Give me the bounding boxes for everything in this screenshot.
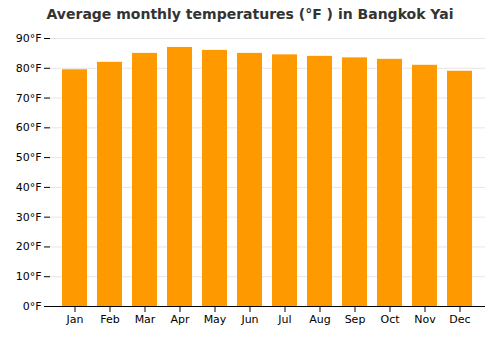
svg-text:10°F: 10°F bbox=[16, 270, 42, 283]
svg-text:0°F: 0°F bbox=[23, 300, 42, 313]
svg-text:Jan: Jan bbox=[66, 313, 84, 326]
svg-text:Aug: Aug bbox=[309, 313, 330, 326]
svg-text:90°F: 90°F bbox=[16, 32, 42, 45]
svg-text:Oct: Oct bbox=[380, 313, 400, 326]
svg-text:50°F: 50°F bbox=[16, 151, 42, 164]
svg-text:Nov: Nov bbox=[414, 313, 436, 326]
html-text:Average monthly temperatures (: Average monthly temperatures (°F ) in Ba… bbox=[46, 6, 454, 22]
svg-text:Mar: Mar bbox=[135, 313, 156, 326]
svg-text:80°F: 80°F bbox=[16, 62, 42, 75]
svg-text:20°F: 20°F bbox=[16, 240, 42, 253]
svg-text:70°F: 70°F bbox=[16, 92, 42, 105]
svg-text:Feb: Feb bbox=[100, 313, 119, 326]
svg-text:30°F: 30°F bbox=[16, 211, 42, 224]
svg-text:Apr: Apr bbox=[170, 313, 190, 326]
svg-text:40°F: 40°F bbox=[16, 181, 42, 194]
svg-text:Jul: Jul bbox=[277, 313, 291, 326]
svg-text:Sep: Sep bbox=[345, 313, 366, 326]
svg-text:May: May bbox=[204, 313, 227, 326]
svg-text:Jun: Jun bbox=[240, 313, 258, 326]
svg-text:60°F: 60°F bbox=[16, 121, 42, 134]
svg-text:Dec: Dec bbox=[449, 313, 470, 326]
